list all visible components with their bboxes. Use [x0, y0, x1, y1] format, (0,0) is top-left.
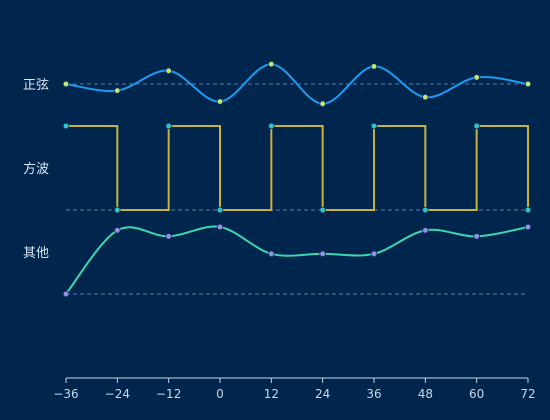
point-other-6 — [370, 250, 378, 257]
point-sine-5 — [319, 100, 326, 107]
point-sine-8 — [473, 74, 480, 81]
series-layer — [62, 60, 532, 298]
x-axis: −36 −24 −12 0 12 24 36 48 60 72 — [53, 377, 536, 401]
x-tick-label-1: −24 — [105, 387, 130, 401]
series-line-square — [66, 125, 529, 211]
series-line-other — [65, 225, 529, 295]
x-tick-label-2: −12 — [156, 387, 181, 401]
point-other-3 — [216, 223, 224, 231]
row-label-square: 方波 — [23, 161, 49, 177]
row-label-sine: 正弦 — [23, 77, 49, 93]
point-square-7 — [422, 206, 429, 214]
point-sine-6 — [370, 63, 378, 70]
point-square-6 — [370, 122, 378, 130]
point-sine-9 — [524, 80, 532, 88]
point-square-1 — [114, 206, 121, 214]
point-sine-7 — [422, 93, 429, 101]
point-square-3 — [216, 206, 224, 214]
point-square-0 — [62, 122, 70, 130]
point-square-5 — [319, 206, 326, 214]
baselines — [66, 83, 528, 295]
point-sine-1 — [114, 87, 121, 94]
point-other-7 — [422, 227, 429, 234]
point-sine-3 — [216, 98, 224, 105]
x-tick-label-8: 60 — [469, 387, 484, 401]
x-tick-label-7: 48 — [418, 387, 433, 401]
point-other-2 — [165, 233, 172, 240]
point-square-2 — [165, 122, 172, 130]
point-other-0 — [62, 290, 70, 298]
point-other-4 — [268, 250, 275, 257]
x-tick-label-3: 0 — [216, 387, 224, 401]
point-square-8 — [473, 122, 480, 130]
row-labels: 正弦 方波 其他 — [23, 77, 49, 261]
point-other-8 — [473, 233, 480, 240]
point-square-4 — [268, 122, 275, 130]
x-tick-label-9: 72 — [520, 387, 535, 401]
point-sine-2 — [165, 67, 172, 74]
point-other-5 — [319, 250, 326, 257]
point-sine-0 — [62, 80, 70, 88]
x-tick-label-4: 12 — [264, 387, 279, 401]
series-line-sine — [65, 63, 529, 105]
point-other-9 — [524, 223, 532, 231]
point-square-9 — [524, 206, 532, 214]
point-sine-4 — [268, 60, 275, 68]
x-tick-label-6: 36 — [366, 387, 381, 401]
row-label-other: 其他 — [23, 246, 49, 261]
point-other-1 — [114, 227, 121, 234]
x-tick-label-0: −36 — [53, 387, 78, 401]
x-tick-label-5: 24 — [315, 387, 330, 401]
